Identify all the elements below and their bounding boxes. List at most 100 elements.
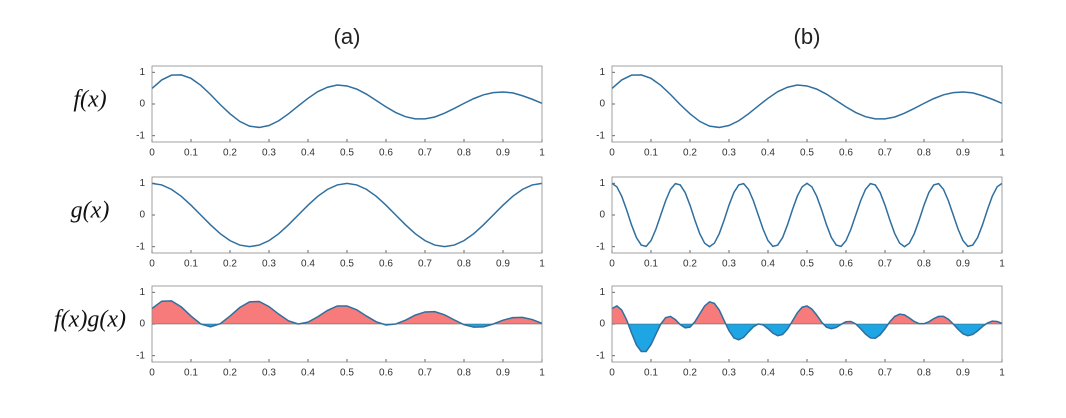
x-tick-label: 0.4: [301, 259, 315, 270]
plot-frame: [151, 176, 543, 254]
x-tick-label: 0.3: [722, 259, 736, 270]
y-tick-label: 0: [599, 319, 605, 330]
y-tick-label: 0: [599, 210, 605, 221]
x-tick-label: 1: [999, 368, 1005, 379]
x-tick-label: 0.2: [683, 259, 697, 270]
y-tick-label: 0: [599, 99, 605, 110]
panel-title: (b): [794, 24, 821, 49]
line: [611, 74, 1003, 129]
x-tick-label: 0: [149, 148, 155, 159]
x-tick-label: 0.4: [761, 148, 775, 159]
plot-frame: [611, 65, 1003, 143]
x-tick-label: 0.3: [262, 368, 276, 379]
y-tick-label: -1: [596, 241, 605, 252]
x-tick-label: 0.1: [184, 148, 198, 159]
row-label: f(x): [73, 87, 106, 113]
x-tick-label: 0.9: [956, 259, 970, 270]
x-tick-label: 0.9: [956, 148, 970, 159]
x-tick-label: 1: [539, 148, 545, 159]
x-tick-label: 0.1: [184, 368, 198, 379]
x-tick-label: 0.7: [878, 368, 892, 379]
x-tick-label: 0.8: [917, 259, 931, 270]
x-tick-label: 0.8: [457, 368, 471, 379]
x-tick-label: 0.6: [839, 368, 853, 379]
y-tick-label: 1: [139, 287, 145, 298]
x-tick-label: 0.6: [839, 148, 853, 159]
x-tick-label: 0.2: [683, 148, 697, 159]
x-tick-label: 0.2: [683, 368, 697, 379]
row-label: g(x): [71, 198, 110, 224]
plot-area: [612, 66, 1002, 142]
plot-area: [152, 66, 542, 142]
row-label: f(x)g(x): [54, 307, 126, 333]
x-tick-label: 0.5: [340, 259, 354, 270]
x-tick-label: 0.9: [496, 259, 510, 270]
x-tick-label: 0.9: [496, 148, 510, 159]
x-tick-label: 0.9: [496, 368, 510, 379]
plot-frame: [151, 285, 543, 363]
y-tick-label: -1: [596, 130, 605, 141]
x-tick-label: 0.7: [418, 368, 432, 379]
x-tick-label: 1: [999, 148, 1005, 159]
plot-area: [612, 177, 1002, 253]
y-tick-label: 1: [139, 67, 145, 78]
positive-area: [152, 300, 542, 324]
y-tick-label: 1: [599, 178, 605, 189]
x-tick-label: 0.4: [761, 368, 775, 379]
y-tick-label: 1: [599, 287, 605, 298]
x-tick-label: 1: [999, 259, 1005, 270]
x-tick-label: 1: [539, 368, 545, 379]
x-tick-label: 0.8: [457, 259, 471, 270]
x-tick-label: 0: [149, 259, 155, 270]
y-tick-label: 0: [139, 319, 145, 330]
x-tick-label: 0.3: [722, 368, 736, 379]
x-tick-label: 0: [609, 148, 615, 159]
x-tick-label: 0.1: [644, 148, 658, 159]
plot-frame: [611, 285, 1003, 363]
y-tick-label: 1: [139, 178, 145, 189]
plot-frame: [151, 65, 543, 143]
x-tick-label: 0.3: [722, 148, 736, 159]
x-tick-label: 0.5: [340, 368, 354, 379]
panel-title: (a): [334, 24, 361, 49]
x-tick-label: 0: [149, 368, 155, 379]
negative-area: [612, 324, 1002, 352]
x-tick-label: 0: [609, 368, 615, 379]
x-tick-label: 0.2: [223, 148, 237, 159]
x-tick-label: 0.8: [917, 148, 931, 159]
y-tick-label: -1: [136, 130, 145, 141]
x-tick-label: 0.4: [301, 148, 315, 159]
x-tick-label: 0.9: [956, 368, 970, 379]
x-tick-label: 0.5: [800, 259, 814, 270]
line: [611, 182, 1003, 248]
line: [151, 74, 543, 129]
y-tick-label: 1: [599, 67, 605, 78]
x-tick-label: 0.3: [262, 259, 276, 270]
y-tick-label: 0: [139, 99, 145, 110]
x-tick-label: 0.7: [878, 259, 892, 270]
x-tick-label: 0.5: [800, 368, 814, 379]
line: [151, 300, 543, 328]
x-tick-label: 0.5: [800, 148, 814, 159]
x-tick-label: 0.4: [301, 368, 315, 379]
line: [151, 182, 543, 248]
plot-frame: [611, 176, 1003, 254]
x-tick-label: 1: [539, 259, 545, 270]
x-tick-label: 0.4: [761, 259, 775, 270]
plot-area: [152, 177, 542, 253]
x-tick-label: 0.7: [418, 259, 432, 270]
x-tick-label: 0.2: [223, 368, 237, 379]
line: [611, 300, 1003, 353]
x-tick-label: 0.6: [379, 148, 393, 159]
x-tick-label: 0.2: [223, 259, 237, 270]
x-tick-label: 0.7: [418, 148, 432, 159]
x-tick-label: 0.5: [340, 148, 354, 159]
y-tick-label: -1: [136, 241, 145, 252]
x-tick-label: 0.1: [644, 368, 658, 379]
x-tick-label: 0.6: [839, 259, 853, 270]
y-tick-label: -1: [596, 350, 605, 361]
positive-area: [612, 301, 1002, 324]
x-tick-label: 0.8: [917, 368, 931, 379]
y-tick-label: 0: [139, 210, 145, 221]
